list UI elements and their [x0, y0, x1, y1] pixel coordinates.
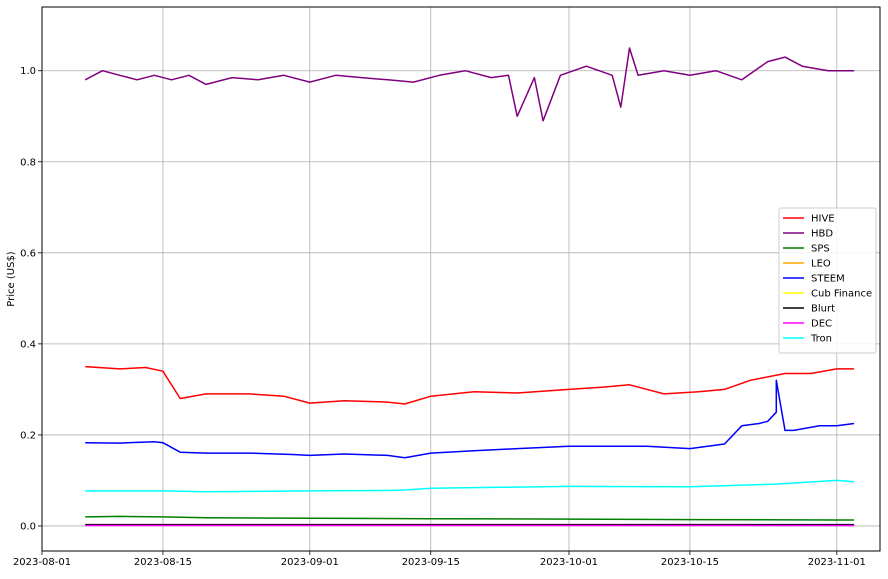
y-tick-label: 0.2: [20, 430, 36, 441]
legend-label: Cub Finance: [811, 289, 872, 300]
x-tick-label: 2023-10-15: [661, 557, 719, 568]
legend-label: Tron: [810, 334, 832, 345]
y-tick-label: 0.8: [20, 157, 36, 168]
y-tick-label: 0.4: [20, 339, 36, 350]
axis-ticks: 2023-08-01 2023-08-15 2023-09-01 2023-09-15…: [13, 66, 866, 568]
series-line-tron: [85, 479, 855, 493]
x-tick-label: 2023-09-01: [281, 557, 339, 568]
x-tick-label: 2023-10-01: [540, 557, 598, 568]
legend-label: LEO: [811, 259, 831, 270]
legend: HIVE HBD SPS LEO STEEM Cub Finance Blurt DEC Tro…: [778, 207, 877, 354]
x-tick-label: 2023-09-15: [402, 557, 460, 568]
plot-frame: [41, 6, 881, 552]
legend-label: HIVE: [811, 214, 835, 225]
series-line-steem: [85, 379, 855, 459]
x-tick-label: 2023-08-01: [13, 557, 71, 568]
series-line-hive: [85, 365, 855, 405]
series-lines: [84, 47, 855, 527]
legend-label: SPS: [811, 244, 830, 255]
legend-label: HBD: [811, 229, 833, 240]
y-tick-label: 0.0: [20, 521, 36, 532]
series-line-sps: [85, 515, 855, 521]
legend-label: STEEM: [811, 274, 845, 285]
series-line-hbd: [84, 47, 855, 122]
y-axis-label: Price (US$): [6, 251, 17, 307]
grid: [41, 7, 880, 551]
legend-label: DEC: [811, 319, 832, 330]
y-tick-label: 1.0: [20, 66, 36, 77]
x-tick-label: 2023-08-15: [134, 557, 192, 568]
x-tick-label: 2023-11-01: [808, 557, 866, 568]
legend-label: Blurt: [811, 304, 835, 315]
y-tick-label: 0.6: [20, 248, 36, 259]
legend-frame: [778, 207, 877, 354]
